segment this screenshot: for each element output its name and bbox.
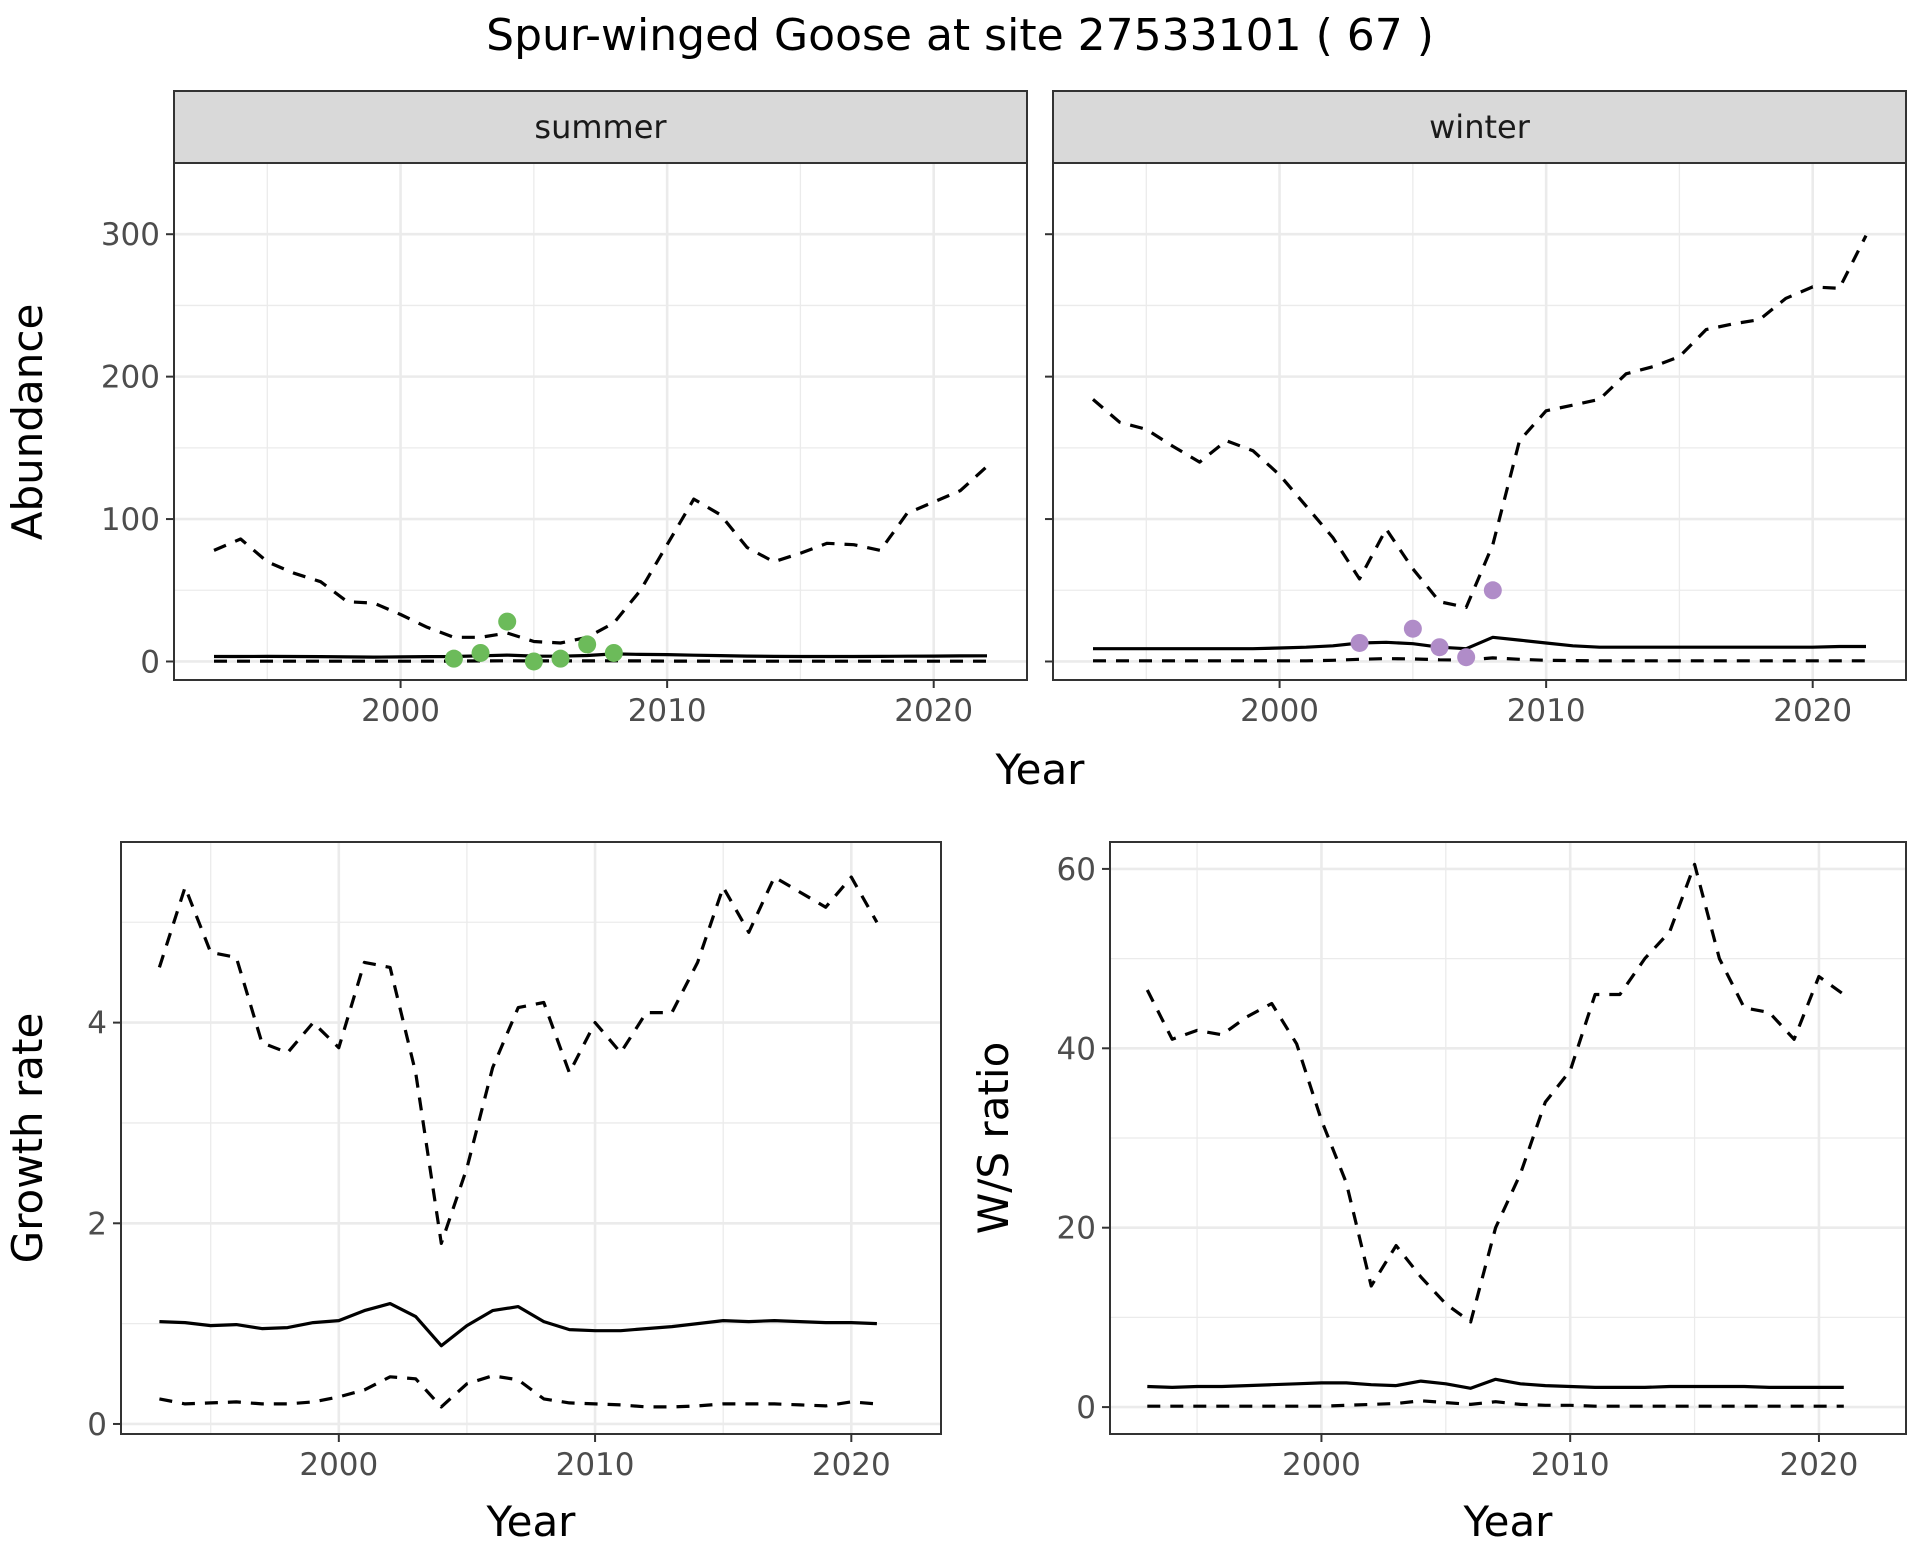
panel-border-growth bbox=[120, 841, 942, 1435]
x-tick-label: 2010 bbox=[1531, 1447, 1610, 1483]
y-axis-title-abundance: Abundance bbox=[3, 304, 52, 541]
y-tick-label: 4 bbox=[87, 1006, 107, 1042]
y-tick-label: 0 bbox=[140, 644, 160, 680]
series-line-upper-growth bbox=[157, 875, 879, 1246]
series-line-mean-ws_ratio bbox=[1147, 1377, 1844, 1390]
data-point-winter bbox=[1403, 619, 1422, 638]
series-line-mean-summer bbox=[214, 652, 988, 659]
data-point-winter bbox=[1483, 581, 1502, 600]
data-point-summer bbox=[498, 612, 517, 631]
panel-background-winter bbox=[1053, 163, 1906, 680]
series-line-lower-winter bbox=[1093, 656, 1866, 663]
data-point-winter bbox=[1350, 633, 1369, 652]
y-axis-title-growth: Growth rate bbox=[3, 1013, 52, 1264]
x-tick-label: 2020 bbox=[812, 1447, 891, 1483]
data-point-summer bbox=[551, 649, 570, 668]
x-tick-label: 2000 bbox=[361, 693, 440, 729]
panel-border-ws_ratio bbox=[1109, 841, 1907, 1435]
chart-title: Spur-winged Goose at site 27533101 ( 67 … bbox=[486, 10, 1434, 61]
data-point-summer bbox=[471, 643, 490, 662]
y-tick-label: 20 bbox=[1057, 1211, 1096, 1247]
y-tick-label: 0 bbox=[1076, 1390, 1096, 1426]
y-tick-label: 100 bbox=[101, 502, 160, 538]
y-axis-title-ws_ratio: W/S ratio bbox=[969, 1042, 1018, 1235]
x-axis-title-abundance: Year bbox=[995, 745, 1086, 794]
data-layer bbox=[157, 234, 1868, 1409]
series-line-mean-winter bbox=[1093, 635, 1866, 651]
x-tick-label: 2020 bbox=[1773, 693, 1852, 729]
facet-strip-winter bbox=[1052, 90, 1907, 164]
x-tick-label: 2020 bbox=[1779, 1447, 1858, 1483]
data-point-winter bbox=[1430, 638, 1449, 657]
panel-background-growth bbox=[121, 842, 941, 1434]
x-tick-label: 2020 bbox=[894, 693, 973, 729]
x-axis-title-ws_ratio: Year bbox=[1463, 1497, 1554, 1546]
frame-layer bbox=[113, 90, 1907, 1442]
x-tick-label: 2010 bbox=[628, 693, 707, 729]
x-tick-label: 2010 bbox=[556, 1447, 635, 1483]
grid-layer bbox=[121, 162, 1906, 1434]
facet-strip-summer bbox=[173, 90, 1028, 164]
panel-background-summer bbox=[174, 163, 1027, 680]
series-line-upper-ws_ratio bbox=[1145, 862, 1845, 1324]
x-tick-label: 2010 bbox=[1507, 693, 1586, 729]
x-tick-label: 2000 bbox=[1240, 693, 1319, 729]
series-line-lower-growth bbox=[159, 1374, 878, 1409]
y-tick-label: 300 bbox=[101, 217, 160, 253]
facet-strip-label-winter: winter bbox=[1429, 108, 1531, 146]
facet-strip-label-summer: summer bbox=[534, 108, 667, 146]
series-line-upper-summer bbox=[213, 465, 989, 645]
series-line-mean-growth bbox=[159, 1301, 877, 1348]
y-tick-label: 60 bbox=[1057, 852, 1096, 888]
data-point-summer bbox=[604, 643, 623, 662]
data-point-winter bbox=[1457, 648, 1476, 667]
x-axis-title-growth: Year bbox=[486, 1497, 577, 1546]
y-tick-label: 40 bbox=[1057, 1031, 1096, 1067]
y-tick-label: 0 bbox=[87, 1407, 107, 1443]
series-line-upper-winter bbox=[1091, 234, 1868, 610]
x-tick-label: 2000 bbox=[1282, 1447, 1361, 1483]
y-tick-label: 2 bbox=[87, 1206, 107, 1242]
series-line-lower-ws_ratio bbox=[1147, 1399, 1844, 1408]
y-tick-label: 200 bbox=[101, 360, 160, 396]
x-tick-label: 2000 bbox=[299, 1447, 378, 1483]
data-point-summer bbox=[578, 635, 597, 654]
data-point-summer bbox=[444, 649, 463, 668]
data-point-summer bbox=[524, 652, 543, 671]
